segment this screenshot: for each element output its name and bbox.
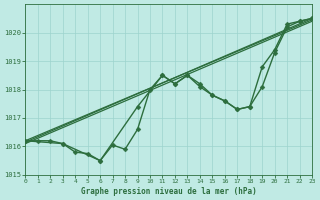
X-axis label: Graphe pression niveau de la mer (hPa): Graphe pression niveau de la mer (hPa) xyxy=(81,187,257,196)
